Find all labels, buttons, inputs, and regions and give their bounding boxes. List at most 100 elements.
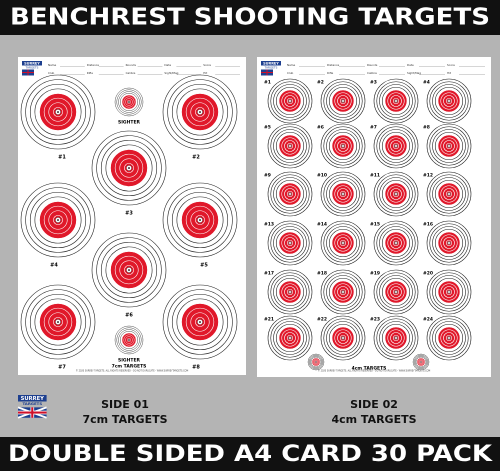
logo-bottom: TARGETS — [22, 401, 42, 406]
target-label: #11 — [370, 173, 380, 179]
target-dot — [199, 219, 201, 221]
form-label: Club — [48, 71, 55, 75]
form-label: Rifle — [327, 71, 333, 75]
form-label: Distance — [87, 63, 100, 67]
target-dot — [395, 193, 396, 194]
target-dot — [129, 102, 130, 103]
target-label: #21 — [264, 317, 274, 323]
flag-cross — [267, 70, 268, 76]
target-dot — [395, 291, 396, 292]
target-dot — [342, 193, 343, 194]
target-dot — [289, 145, 290, 146]
form-label: Date — [164, 63, 171, 67]
target-label: #23 — [370, 317, 380, 323]
form-label: Name — [287, 63, 296, 67]
target-dot — [448, 337, 449, 338]
target-dot — [395, 145, 396, 146]
target-label: #14 — [317, 222, 327, 228]
logo-bottom: TARGETS — [25, 66, 39, 70]
target-dot — [57, 219, 59, 221]
copyright: © 2020 SURREY TARGETS. ALL RIGHTS RESERV… — [76, 370, 189, 373]
target-dot — [289, 242, 290, 243]
form-label: Score — [447, 63, 455, 67]
form-label: Score — [203, 63, 211, 67]
target-label: #12 — [423, 173, 433, 179]
target-label: #22 — [317, 317, 327, 323]
target-label: #4 — [50, 263, 58, 269]
size-label: 4cm TARGETS — [331, 413, 416, 426]
target-dot — [395, 337, 396, 338]
form-label: Distance — [327, 63, 340, 67]
target-dot — [342, 291, 343, 292]
side-label: SIDE 01 — [101, 398, 149, 411]
target-label: #13 — [264, 222, 274, 228]
target-dot — [57, 111, 59, 113]
target-dot — [448, 100, 449, 101]
target-label: #9 — [264, 173, 271, 179]
target-dot — [448, 291, 449, 292]
target-dot — [289, 291, 290, 292]
title: BENCHREST SHOOTING TARGETS — [10, 5, 490, 31]
target-label: #15 — [370, 222, 380, 228]
sheet-caption: 4cm TARGETS — [352, 366, 387, 372]
sheet-caption: 7cm TARGETS — [112, 364, 147, 370]
target-label: #3 — [370, 80, 377, 86]
target-dot — [448, 145, 449, 146]
flag-cross — [31, 407, 33, 417]
form-label: Rounds — [126, 63, 137, 67]
target-dot — [199, 321, 201, 323]
target-dot — [57, 321, 59, 323]
target-dot — [129, 340, 130, 341]
target-label: #7 — [370, 125, 377, 131]
target-dot — [342, 337, 343, 338]
target-label: #6 — [125, 313, 133, 319]
target-dot — [342, 242, 343, 243]
target-label: #3 — [125, 211, 133, 217]
form-label: Calibre — [367, 71, 377, 75]
target-label: #8 — [192, 365, 200, 371]
target-label: #1 — [264, 80, 271, 86]
target-label: #5 — [200, 263, 208, 269]
target-label: #7 — [58, 365, 66, 371]
form-label: Date — [407, 63, 414, 67]
logo-bottom: TARGETS — [264, 66, 278, 70]
form-label: Rounds — [367, 63, 378, 67]
sighter-label: SIGHTER — [118, 358, 141, 364]
form-label: Name — [48, 63, 57, 67]
target-label: #18 — [317, 271, 327, 277]
target-label: #4 — [423, 80, 430, 86]
target-label: #6 — [317, 125, 324, 131]
target-dot — [342, 100, 343, 101]
target-dot — [128, 269, 130, 271]
target-dot — [199, 111, 201, 113]
side-label: SIDE 02 — [350, 398, 398, 411]
target-dot — [289, 337, 290, 338]
target-label: #17 — [264, 271, 274, 277]
target-dot — [395, 100, 396, 101]
target-dot — [128, 167, 130, 169]
footer-text: DOUBLE SIDED A4 CARD 30 PACK — [8, 442, 493, 467]
form-label: Calibre — [126, 71, 136, 75]
target-dot — [448, 242, 449, 243]
target-label: #16 — [423, 222, 433, 228]
form-label: Club — [287, 71, 294, 75]
target-dot — [289, 193, 290, 194]
target-label: #1 — [58, 155, 66, 161]
target-label: #24 — [423, 317, 433, 323]
flag-cross — [28, 70, 29, 76]
sighter-label: SIGHTER — [118, 120, 141, 126]
target-label: #19 — [370, 271, 380, 277]
target-label: #10 — [317, 173, 327, 179]
target-label: #20 — [423, 271, 433, 277]
target-label: #2 — [192, 155, 200, 161]
target-dot — [395, 242, 396, 243]
form-label: Rifle — [87, 71, 93, 75]
target-label: #8 — [423, 125, 430, 131]
target-label: #2 — [317, 80, 324, 86]
target-label: #5 — [264, 125, 271, 131]
size-label: 7cm TARGETS — [82, 413, 167, 426]
target-dot — [289, 100, 290, 101]
target-dot — [448, 193, 449, 194]
target-dot — [342, 145, 343, 146]
